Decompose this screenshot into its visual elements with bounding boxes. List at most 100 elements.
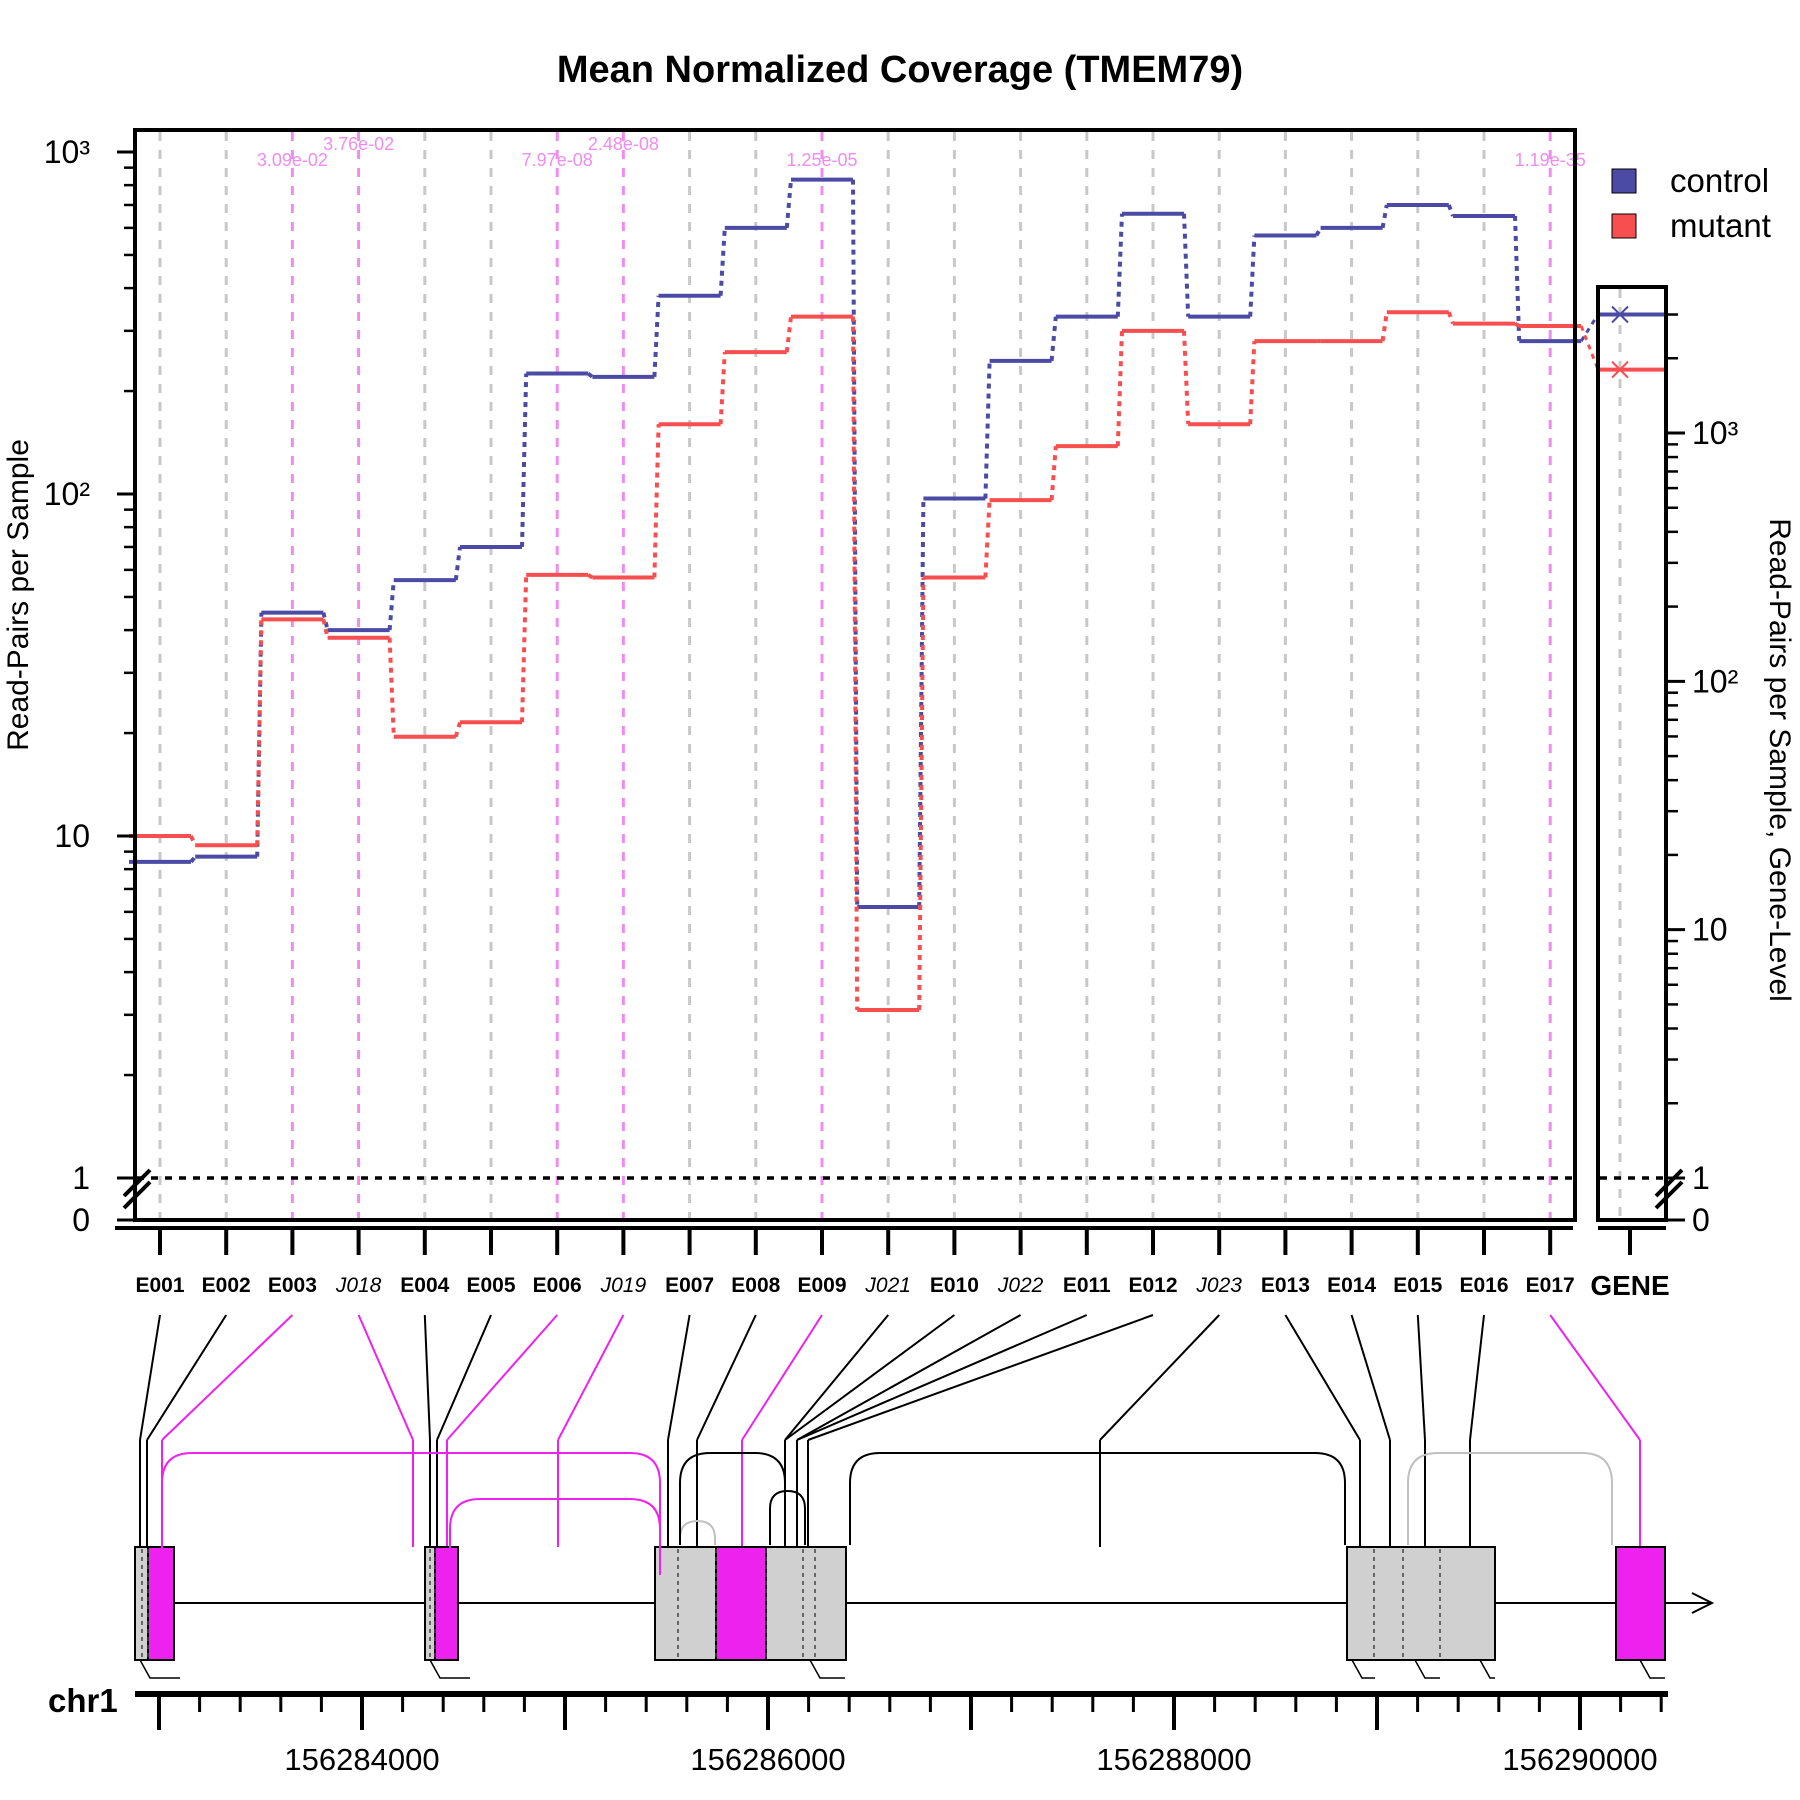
gene-connector-control: [1579, 313, 1600, 342]
feature-connector-e007: [667, 1314, 691, 1441]
feature-connector-e012: [807, 1314, 1154, 1441]
pvalue-labels: 3.09e-023.76e-02 7.97e-082.48e-08 1.25e-05…: [257, 134, 1586, 170]
data-connector-control: [1049, 316, 1058, 362]
significant-exon-region: [434, 1546, 459, 1661]
data-connector-control: [1314, 226, 1323, 237]
feature-label-j021: J021: [864, 1274, 911, 1297]
y2-tick-label: 10: [1692, 912, 1728, 948]
feature-connector-j021: [784, 1314, 889, 1441]
pvalue-label-j018: 3.76e-02: [323, 134, 394, 154]
data-connector-control: [321, 612, 330, 631]
data-connector-mutant: [1248, 340, 1257, 425]
data-connector-control: [1380, 204, 1389, 229]
data-connector-control: [917, 498, 926, 908]
data-connector-control: [983, 360, 992, 499]
y2-tick-label: 0: [1692, 1202, 1710, 1238]
feature-connector-e014: [1350, 1314, 1391, 1441]
feature-gridlines: [137, 132, 1664, 1218]
y-axes: 0 1 10 10² 10³ 0 1 10 10² 10³: [44, 134, 1739, 1238]
data-connector-mutant: [718, 351, 727, 425]
genome-axis: 1562840001562860001562880001562900001562…: [135, 1691, 1668, 1777]
data-connector-control: [1115, 213, 1124, 317]
significant-exon-region: [1615, 1546, 1666, 1661]
data-connector-mutant: [1182, 330, 1191, 425]
strand-arrow-icon: [1691, 1592, 1715, 1614]
feature-connector-e003: [161, 1314, 294, 1441]
legend: control mutant: [1611, 162, 1771, 244]
feature-connector-j023: [1099, 1314, 1220, 1441]
y2-tick-label: 10³: [1692, 415, 1739, 451]
y-axis-title: Read-Pairs per Sample: [2, 439, 35, 751]
y-tick-label: 1: [72, 1160, 90, 1196]
feature-label-e013: E013: [1261, 1274, 1310, 1297]
strand-hook: [1414, 1659, 1440, 1679]
feature-connector-j019: [557, 1314, 625, 1441]
feature-label-e007: E007: [665, 1274, 714, 1297]
y-tick-label: 10: [54, 818, 90, 854]
data-connector-control: [1446, 204, 1455, 217]
data-connector-mutant: [784, 316, 793, 353]
feature-connector-e017: [1549, 1314, 1641, 1441]
legend-label-control: control: [1670, 162, 1769, 199]
gene-panel-frame: [1596, 285, 1668, 1222]
feature-label-e017: E017: [1526, 1274, 1575, 1297]
y-tick-label: 10²: [44, 476, 91, 512]
feature-connector-e001: [139, 1314, 161, 1441]
genome-tick-label: 156286000: [690, 1742, 845, 1777]
data-connector-mutant: [983, 499, 992, 578]
data-connector-control: [1513, 215, 1522, 342]
data-connector-mutant: [1115, 330, 1124, 447]
feature-connector-e006: [446, 1314, 558, 1441]
splice-junction-arc: [449, 1498, 661, 1575]
gene-connector-spacer: [1630, 1315, 1640, 1440]
data-connector-mutant: [1380, 311, 1389, 342]
feature-label-e003: E003: [268, 1274, 317, 1297]
axis-break-left: [122, 1168, 152, 1210]
feature-label-j018: J018: [335, 1274, 382, 1297]
main-plot-frame: [133, 128, 1577, 1222]
data-connector-mutant: [255, 619, 264, 846]
exon-block-4: [1346, 1546, 1496, 1661]
feature-label-e001: E001: [135, 1274, 184, 1297]
feature-label-e012: E012: [1128, 1274, 1177, 1297]
feature-label-j019: J019: [600, 1274, 647, 1297]
feature-label-gene: GENE: [1590, 1270, 1669, 1301]
feature-label-e011: E011: [1063, 1274, 1111, 1297]
data-connector-control: [1182, 213, 1191, 317]
series-mutant: [129, 310, 1664, 1012]
feature-connector-j022: [796, 1314, 1022, 1441]
gene-level-marker-mutant: [1611, 360, 1629, 379]
y2-tick-label: 10²: [1692, 663, 1739, 699]
genome-tick-label: 156288000: [1096, 1742, 1251, 1777]
chart-title: Mean Normalized Coverage (TMEM79): [557, 49, 1243, 91]
feature-label-e010: E010: [930, 1274, 979, 1297]
pvalue-label-e006: 7.97e-08: [522, 150, 593, 170]
pvalue-label-e017: 1.19e-35: [1515, 150, 1586, 170]
data-connector-mutant: [1446, 311, 1455, 325]
feature-connector-e005: [436, 1314, 492, 1441]
axis-break-right: [1654, 1168, 1684, 1210]
feature-connector-e008: [696, 1314, 757, 1441]
data-connector-control: [189, 855, 197, 864]
feature-connector-e016: [1469, 1314, 1485, 1441]
splice-junction-arc: [849, 1452, 1346, 1545]
data-connector-mutant: [652, 424, 661, 578]
strand-hook: [809, 1659, 845, 1679]
pvalue-label-e009: 1.25e-05: [786, 150, 857, 170]
strand-hook: [1351, 1659, 1375, 1679]
chromosome-label: chr1: [48, 1682, 118, 1719]
feature-label-j023: J023: [1195, 1274, 1242, 1297]
feature-label-e004: E004: [400, 1274, 449, 1297]
feature-axis: E001 E002 E003 J018 E004 E005 E006 J019 E007 E008…: [115, 1226, 1670, 1301]
feature-label-j022: J022: [997, 1274, 1044, 1297]
gene-connector-mutant: [1579, 325, 1600, 371]
strand-hook: [139, 1659, 180, 1679]
data-connector-mutant: [587, 573, 594, 580]
strand-hook: [1479, 1659, 1495, 1679]
data-connector-control: [586, 371, 594, 379]
data-connector-control: [718, 227, 727, 296]
feature-connector-e013: [1284, 1314, 1361, 1441]
gene-model: [134, 1452, 1715, 1679]
data-connector-mutant: [917, 577, 926, 1010]
